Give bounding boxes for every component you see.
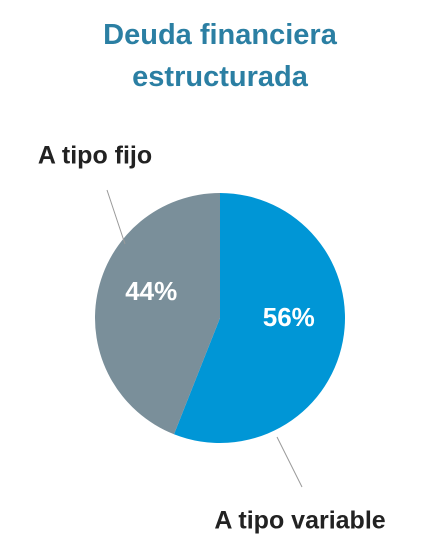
category-label: A tipo fijo (38, 142, 152, 170)
category-label: A tipo variable (214, 507, 385, 535)
value-label: 56% (263, 302, 315, 332)
chart-title: Deuda financiera estructurada (103, 19, 337, 93)
pie-slice (173, 193, 345, 443)
pie-slice (94, 193, 220, 435)
value-label: 44% (125, 276, 177, 306)
leader-line (106, 189, 126, 245)
leader-line (276, 436, 303, 488)
